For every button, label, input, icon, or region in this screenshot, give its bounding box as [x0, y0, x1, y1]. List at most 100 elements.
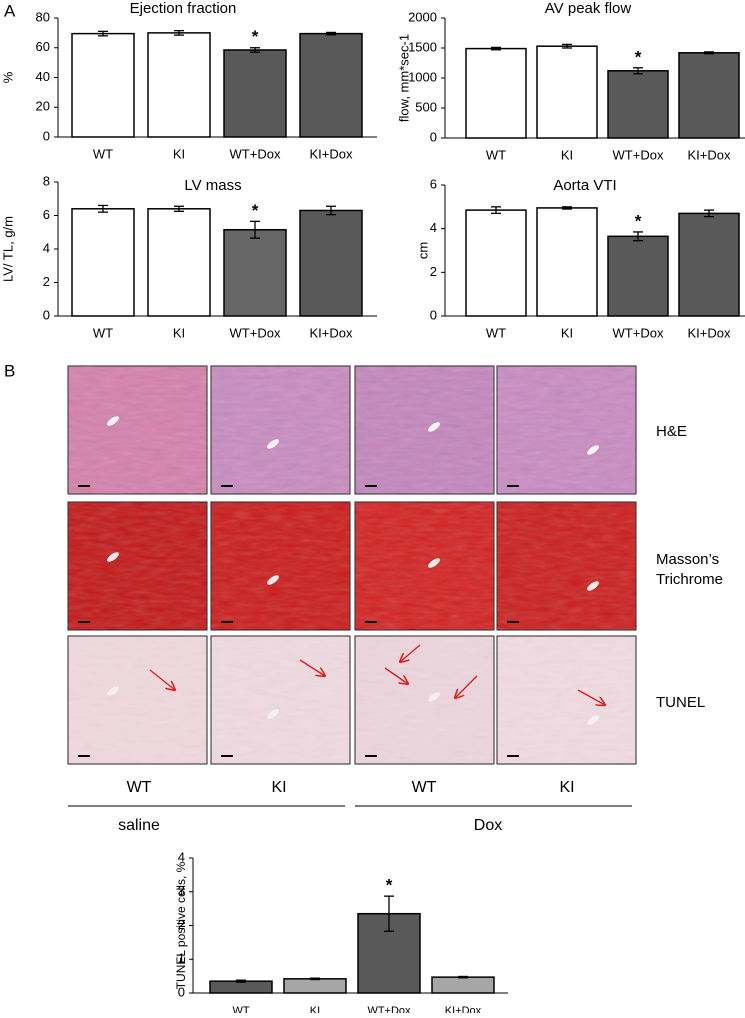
vessel — [107, 416, 119, 426]
tunel-arrow — [149, 669, 175, 690]
y-tick-label: 6 — [43, 207, 50, 222]
y-tick-label: 2 — [43, 274, 50, 289]
genotype-label: WT — [412, 779, 437, 796]
y-tick-label: 0 — [43, 307, 50, 322]
x-tick-label: KI — [561, 147, 573, 162]
y-tick-label: 4 — [178, 849, 185, 864]
chart-title: Aorta VTI — [553, 177, 616, 194]
vessel — [587, 581, 599, 591]
tunel-arrow — [384, 667, 408, 684]
x-tick-label: WT — [232, 1005, 249, 1013]
x-tick-label: KI+Dox — [688, 147, 731, 162]
vessel — [267, 439, 279, 449]
significance-mark: * — [252, 27, 259, 46]
chart: Aorta VTI cm 0 2 4 6 WT KI * WT+Dox KI+Dox — [415, 176, 745, 340]
y-axis-label: TUNEL positive cells, % — [174, 861, 188, 989]
y-axis-label: LV/ TL, g/m — [0, 216, 15, 282]
panel-label: A — [4, 1, 16, 20]
tunel-arrow — [400, 644, 421, 662]
x-tick-label: KI — [173, 146, 185, 161]
vessel — [107, 686, 119, 696]
chart: LV mass LV/ TL, g/m 0 2 4 6 8 WT KI * WT+Dox KI+Dox — [0, 173, 377, 340]
error-bar — [633, 67, 643, 75]
error-bar — [250, 220, 260, 239]
bar — [147, 32, 211, 138]
bar — [431, 976, 495, 994]
error-bar — [174, 29, 184, 36]
error-bar — [491, 46, 501, 51]
x-tick-label: KI+Dox — [445, 1005, 482, 1013]
histology-texture — [497, 502, 636, 630]
vessel — [428, 692, 440, 702]
histology-texture — [497, 636, 636, 764]
y-tick-label: 0 — [43, 128, 50, 143]
error-bar — [562, 43, 572, 49]
y-tick-label: 2000 — [408, 9, 437, 24]
y-tick-label: 3 — [178, 883, 185, 898]
chart: TUNEL positive cells, %0 1 2 3 4 WT KI * WT+Dox K… — [174, 849, 508, 1017]
x-tick-label: KI+Dox — [310, 325, 353, 340]
chart-title: LV mass — [184, 177, 241, 194]
x-tick-label: WT+Dox — [367, 1005, 411, 1013]
histology-texture — [211, 366, 350, 494]
error-bar — [704, 209, 714, 218]
x-tick-label: KI+Dox — [310, 146, 353, 161]
vessel — [587, 715, 599, 725]
treatment-label: Dox — [474, 817, 502, 834]
tunel-arrow — [299, 659, 325, 676]
error-bar — [98, 204, 108, 213]
histology-texture — [68, 636, 207, 764]
error-bar — [98, 30, 108, 37]
genotype-label: KI — [271, 779, 286, 796]
histology-texture — [68, 502, 207, 630]
stain-label: TUNEL — [656, 694, 705, 711]
histology-texture — [355, 502, 494, 630]
y-tick-label: 80 — [36, 9, 50, 24]
panel-label: B — [4, 361, 15, 380]
bar — [299, 209, 363, 317]
y-tick-label: 0 — [430, 307, 437, 322]
y-tick-label: 2 — [430, 264, 437, 279]
vessel — [428, 558, 440, 568]
error-bar — [250, 47, 260, 53]
bar — [147, 208, 211, 317]
treatment-label: saline — [118, 817, 160, 834]
bar — [536, 207, 598, 317]
stain-label: Masson’s — [656, 551, 719, 568]
vessel — [107, 552, 119, 562]
bar — [71, 32, 135, 138]
stain-label: Trichrome — [656, 571, 723, 588]
error-bar — [310, 977, 320, 981]
error-bar — [491, 206, 501, 215]
y-tick-label: 2 — [178, 917, 185, 932]
y-tick-label: 60 — [36, 39, 50, 54]
y-tick-label: 8 — [43, 173, 50, 188]
error-bar — [633, 231, 643, 242]
histology-texture — [211, 502, 350, 630]
chart-title: AV peak flow — [545, 0, 632, 17]
bar — [536, 45, 598, 139]
error-bar — [458, 975, 468, 979]
bar — [299, 32, 363, 138]
bar — [283, 978, 347, 994]
y-tick-label: 4 — [430, 220, 437, 235]
x-tick-label: WT+Dox — [613, 147, 664, 162]
x-tick-label: KI — [173, 325, 185, 340]
histology-texture — [211, 636, 350, 764]
y-axis-label: cm — [415, 242, 430, 259]
y-axis-label: flow, mm*sec-1 — [396, 34, 411, 122]
x-tick-label: KI+Dox — [688, 325, 731, 340]
error-bar — [326, 205, 336, 216]
y-tick-label: 4 — [43, 240, 50, 255]
genotype-label: WT — [127, 779, 152, 796]
vessel — [267, 575, 279, 585]
y-axis-label: % — [0, 71, 15, 83]
bar — [607, 70, 669, 139]
vessel — [428, 422, 440, 432]
significance-mark: * — [635, 211, 642, 230]
y-tick-label: 0 — [178, 984, 185, 999]
y-tick-label: 40 — [36, 69, 50, 84]
x-tick-label: WT+Dox — [613, 325, 664, 340]
bar — [678, 52, 740, 139]
